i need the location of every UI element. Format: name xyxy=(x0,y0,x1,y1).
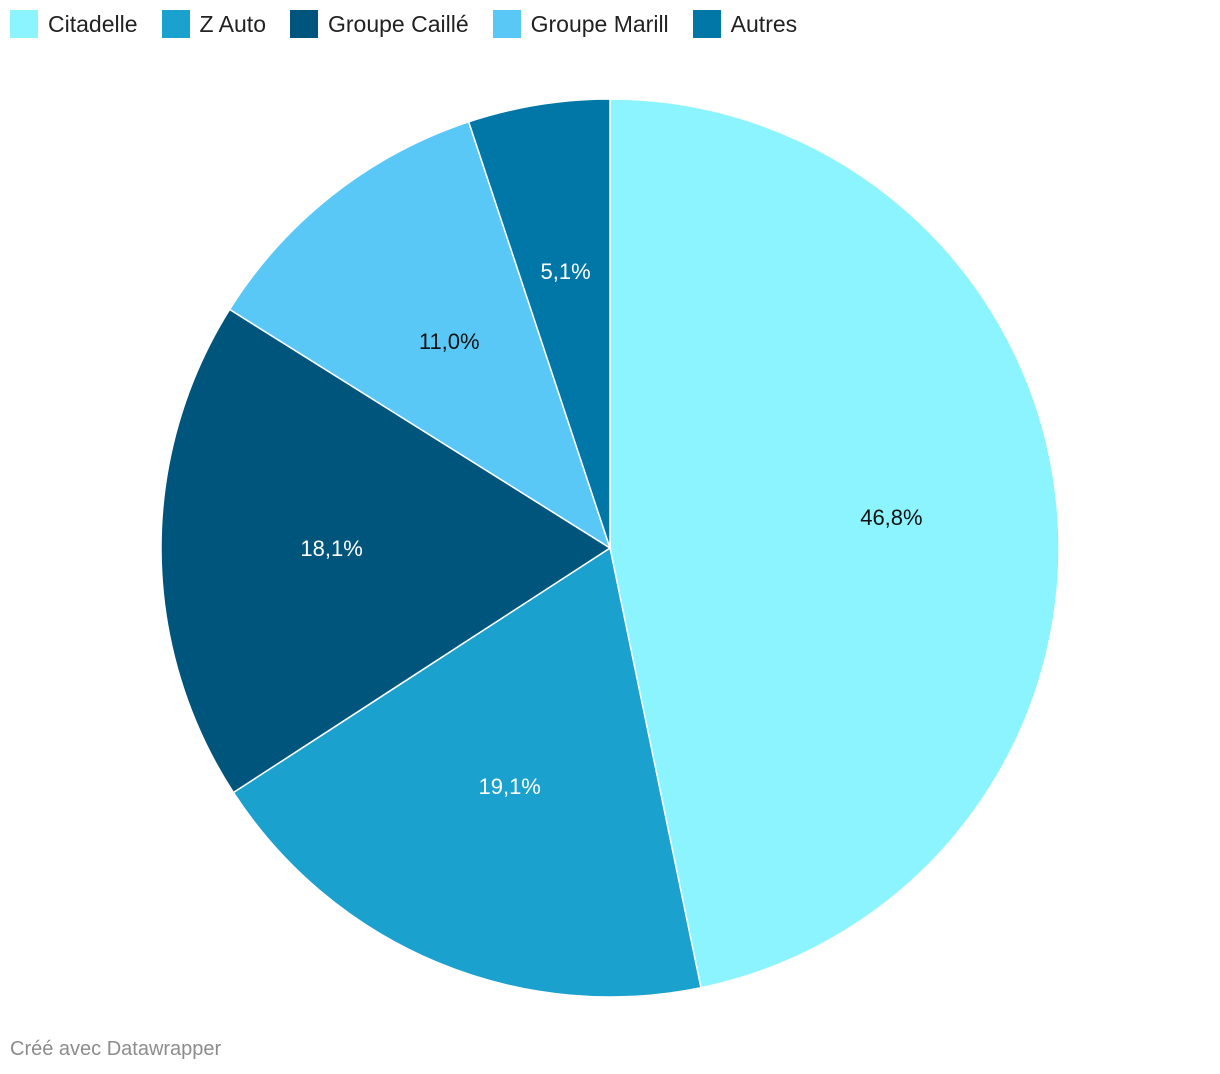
pie-slice-groupe-caille xyxy=(160,308,612,794)
legend-item-groupe-caille: Groupe Caillé xyxy=(289,10,469,38)
legend-item-groupe-marill: Groupe Marill xyxy=(492,10,669,38)
slice-label-z-auto: 19,1% xyxy=(478,774,540,799)
footer-credit: Créé avec Datawrapper xyxy=(10,1038,222,1060)
legend: Citadelle Z Auto Groupe Caillé Groupe Ma… xyxy=(10,9,797,39)
legend-swatch-autres xyxy=(692,10,721,38)
pie-slice-citadelle xyxy=(609,98,1060,989)
legend-item-z-auto: Z Auto xyxy=(161,10,266,38)
legend-label-citadelle: Citadelle xyxy=(48,10,138,37)
legend-item-autres: Autres xyxy=(692,10,798,38)
legend-item-citadelle: Citadelle xyxy=(10,10,138,38)
pie-slice-z-auto xyxy=(232,546,702,998)
legend-label-groupe-marill: Groupe Marill xyxy=(530,10,669,37)
legend-swatch-citadelle xyxy=(10,10,38,38)
pie-slice-autres xyxy=(467,98,611,549)
slice-label-autres: 5,1% xyxy=(541,259,591,284)
legend-label-z-auto: Z Auto xyxy=(199,10,266,37)
slice-label-groupe-caille: 18,1% xyxy=(300,536,362,561)
legend-swatch-z-auto xyxy=(161,10,190,38)
slice-label-groupe-marill: 11,0% xyxy=(419,329,480,354)
legend-label-autres: Autres xyxy=(730,10,798,37)
legend-label-groupe-caille: Groupe Caillé xyxy=(327,10,469,37)
legend-swatch-groupe-caille xyxy=(289,10,318,38)
slice-label-citadelle: 46,8% xyxy=(860,505,922,530)
pie-slice-groupe-marill xyxy=(228,120,612,550)
legend-swatch-groupe-marill xyxy=(492,10,521,38)
